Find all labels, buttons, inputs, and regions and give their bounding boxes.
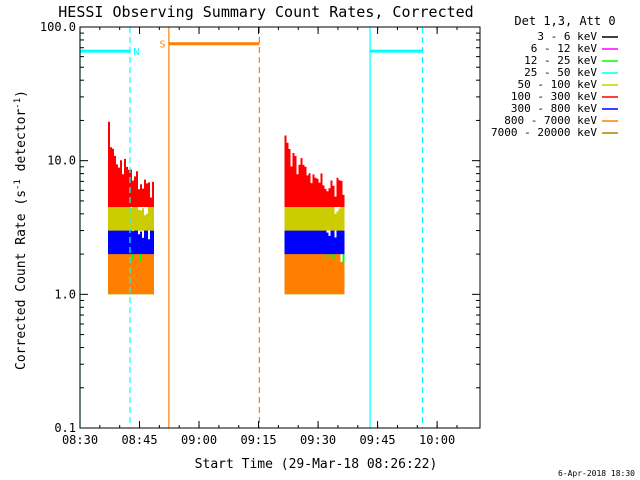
data-segment xyxy=(108,121,154,295)
legend-entry-label: 6 - 12 keV xyxy=(531,42,598,55)
x-tick-label: 10:00 xyxy=(419,433,455,447)
y-axis-label: Corrected Count Rate (s-1 detector-1) xyxy=(13,90,29,370)
x-tick-label: 08:30 xyxy=(62,433,98,447)
legend-entry-label: 3 - 6 keV xyxy=(537,30,597,43)
x-axis-label: Start Time (29-Mar-18 08:26:22) xyxy=(195,457,438,472)
y-tick-label: 0.1 xyxy=(54,421,76,435)
series-band xyxy=(284,135,345,207)
axes: 08:30 08:45 09:00 09:15 09:30 09:45 10:00 100.0… xyxy=(40,20,481,447)
legend-entry-label: 25 - 50 keV xyxy=(524,66,597,79)
chart-title: HESSI Observing Summary Count Rates, Cor… xyxy=(58,3,473,21)
x-tick-label: 09:15 xyxy=(240,433,276,447)
y-axis-label-superscript: -1 xyxy=(13,179,23,190)
x-tick-label: 09:45 xyxy=(360,433,396,447)
legend-entry-label: 100 - 300 keV xyxy=(511,90,597,103)
legend-entry-label: 12 - 25 keV xyxy=(524,54,597,67)
annotation-label: N xyxy=(133,47,139,58)
y-tick-label: 100.0 xyxy=(40,20,76,34)
y-tick-label: 1.0 xyxy=(54,287,76,301)
x-tick-label: 08:45 xyxy=(121,433,157,447)
series-band xyxy=(108,223,154,295)
legend-entry-label: 300 - 800 keV xyxy=(511,102,597,115)
legend-entry-label: 50 - 100 keV xyxy=(518,78,598,91)
x-tick-label: 09:00 xyxy=(181,433,217,447)
y-axis-label-superscript: -1 xyxy=(13,98,23,109)
y-axis-label-part: Corrected Count Rate (s xyxy=(14,190,29,370)
series-band xyxy=(284,216,345,295)
plot-frame xyxy=(79,26,481,429)
y-tick-label: 10.0 xyxy=(47,154,76,168)
legend-entry-label: 800 - 7000 keV xyxy=(504,114,597,127)
series-band xyxy=(108,121,154,207)
data-segment xyxy=(284,135,345,295)
legend-entry-label: 7000 - 20000 keV xyxy=(491,126,597,139)
x-tick-label: 09:30 xyxy=(300,433,336,447)
y-axis-label-part: detector xyxy=(14,109,29,180)
y-axis-label-part: ) xyxy=(14,90,29,98)
legend-header: Det 1,3, Att 0 xyxy=(514,14,615,28)
annotation-label: S xyxy=(160,40,166,51)
footer-timestamp: 6-Apr-2018 18:30 xyxy=(558,469,635,478)
